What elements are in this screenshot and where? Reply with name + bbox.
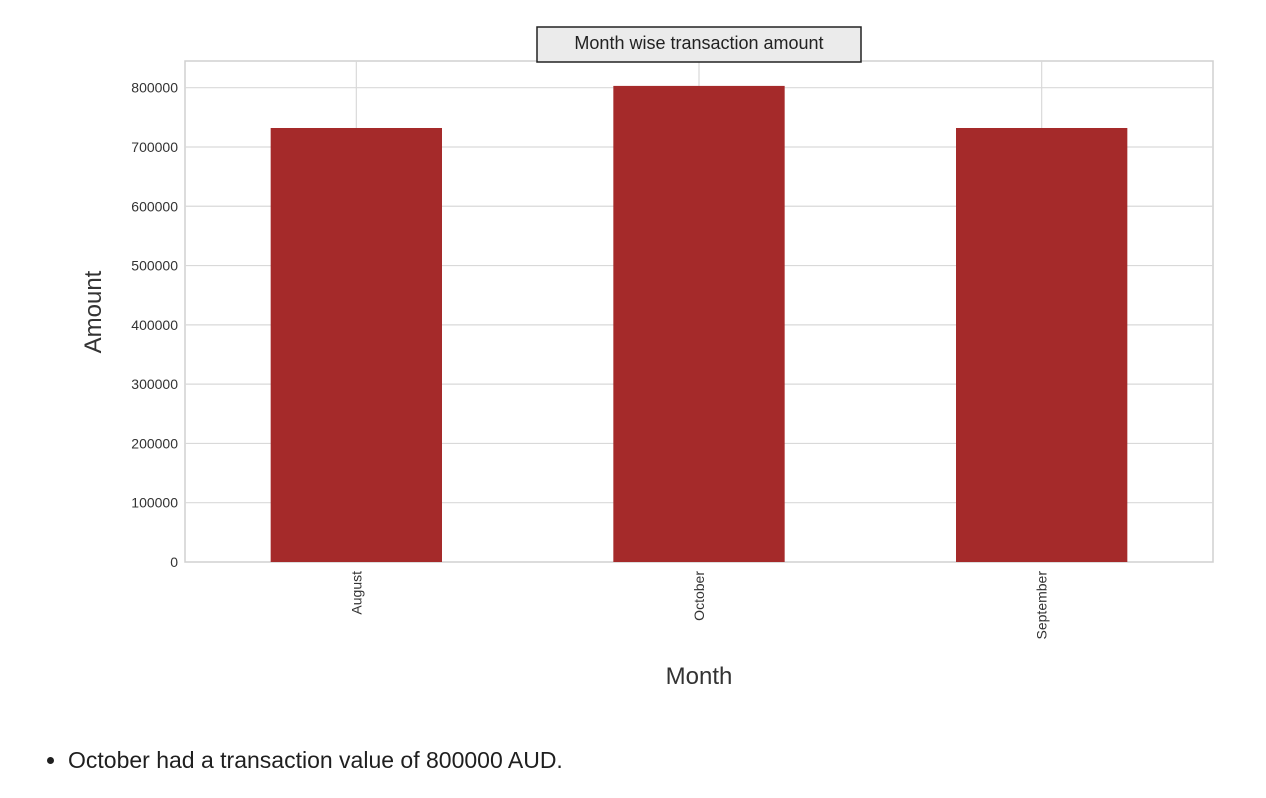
x-axis-label: Month [666,663,733,690]
note-item: October had a transaction value of 80000… [68,746,563,776]
y-tick-labels: 0 100000 200000 300000 400000 500000 600000 700… [131,80,178,570]
bar-chart: 0 100000 200000 300000 400000 500000 600000 700… [80,26,1214,690]
bar-october [613,85,785,563]
y-tick-label: 400000 [131,317,178,333]
y-tick-label: 600000 [131,198,178,214]
y-tick-label: 700000 [131,139,178,155]
x-tick-label: October [691,571,707,621]
y-tick-label: 800000 [131,80,178,96]
y-tick-label: 500000 [131,258,178,274]
bar-september [956,127,1128,563]
bars [270,85,1128,563]
x-tick-label: August [348,571,364,615]
bar-august [270,127,442,563]
notes-list: October had a transaction value of 80000… [44,746,563,776]
chart-title: Month wise transaction amount [574,33,823,53]
x-tick-labels: August October September [348,571,1049,640]
y-axis-label: Amount [80,270,107,353]
chart-title-box: Month wise transaction amount [536,26,862,63]
y-tick-label: 0 [170,554,178,570]
y-tick-label: 200000 [131,435,178,451]
y-tick-label: 100000 [131,495,178,511]
x-tick-label: September [1034,571,1050,640]
y-tick-label: 300000 [131,376,178,392]
